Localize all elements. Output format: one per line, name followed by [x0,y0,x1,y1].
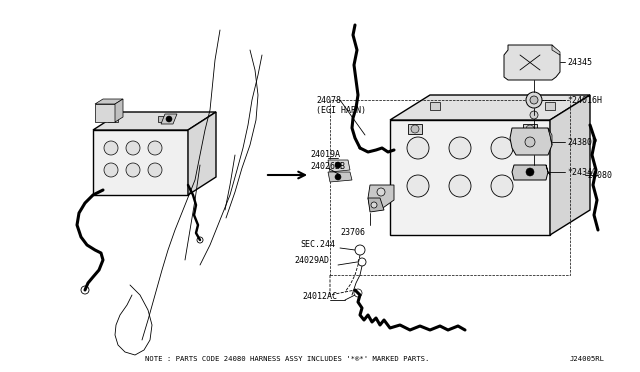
Circle shape [525,137,535,147]
Polygon shape [95,104,115,122]
Circle shape [104,141,118,155]
Text: 23706: 23706 [340,228,365,237]
Polygon shape [93,112,216,130]
Bar [430,102,440,110]
Text: 24380P: 24380P [567,138,597,147]
Circle shape [411,125,419,133]
Polygon shape [390,120,550,235]
Polygon shape [161,114,177,124]
Polygon shape [390,95,590,120]
Polygon shape [328,160,350,172]
Circle shape [126,163,140,177]
Text: SEC.244: SEC.244 [300,240,335,249]
Circle shape [526,125,534,133]
Text: 24080: 24080 [587,171,612,180]
Text: 24078
(EGI HARN): 24078 (EGI HARN) [316,96,366,115]
Circle shape [407,137,429,159]
Circle shape [449,137,471,159]
Polygon shape [548,128,552,145]
Polygon shape [368,198,384,212]
Polygon shape [552,45,560,55]
Circle shape [126,141,140,155]
Circle shape [526,92,542,108]
Circle shape [148,141,162,155]
Polygon shape [95,99,123,104]
Circle shape [530,111,538,119]
Polygon shape [546,165,550,175]
Polygon shape [115,99,123,122]
Circle shape [148,163,162,177]
Bar [545,102,555,110]
Bar [108,116,118,122]
Text: 24026BB: 24026BB [310,162,345,171]
Circle shape [371,202,377,208]
Text: 24012AC: 24012AC [302,292,337,301]
Text: *24016H: *24016H [567,96,602,105]
Polygon shape [510,128,552,155]
Polygon shape [512,165,548,180]
Text: 24019A: 24019A [310,150,340,159]
Circle shape [491,137,513,159]
Text: *24340: *24340 [567,168,597,177]
Circle shape [449,175,471,197]
Polygon shape [368,185,394,210]
Circle shape [377,188,385,196]
Polygon shape [93,130,188,195]
Text: NOTE : PARTS CODE 24080 HARNESS ASSY INCLUDES '*®*' MARKED PARTS.: NOTE : PARTS CODE 24080 HARNESS ASSY INC… [145,356,429,362]
Polygon shape [550,95,590,235]
Circle shape [407,175,429,197]
Polygon shape [328,172,352,182]
Circle shape [166,116,172,122]
Text: J24005RL: J24005RL [570,356,605,362]
Text: 24345: 24345 [567,58,592,67]
Text: 24029AD: 24029AD [294,256,329,265]
Bar [523,124,537,134]
Circle shape [526,168,534,176]
Circle shape [104,163,118,177]
Circle shape [491,175,513,197]
Bar [408,124,422,134]
Bar [158,116,168,122]
Circle shape [335,162,341,168]
Polygon shape [188,112,216,195]
Bar [330,100,570,275]
Circle shape [530,96,538,104]
Circle shape [335,174,341,180]
Polygon shape [504,45,560,80]
